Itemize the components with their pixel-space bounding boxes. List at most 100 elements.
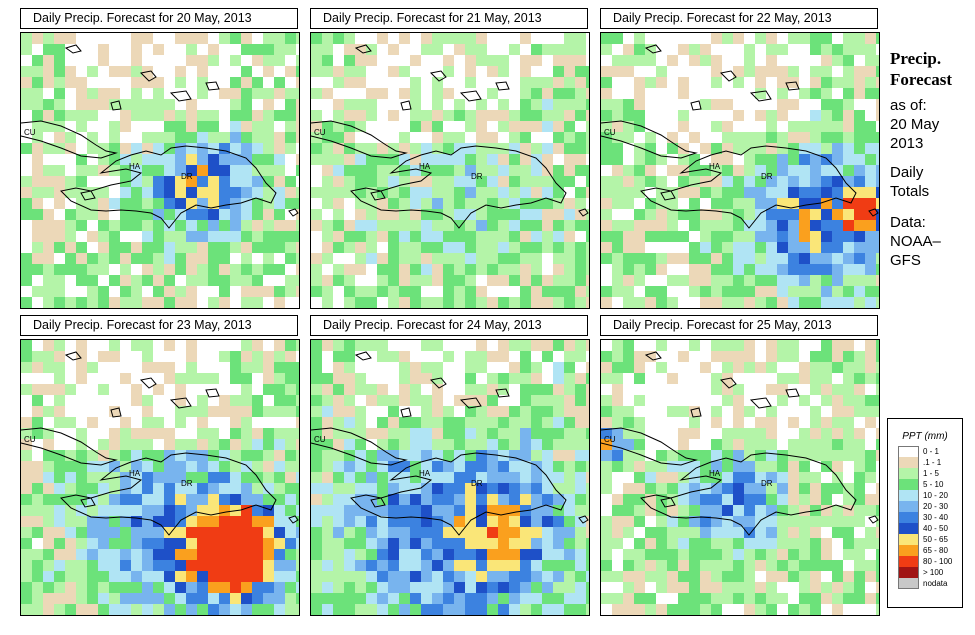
precip-cell: [388, 593, 399, 604]
precip-cell: [454, 209, 465, 220]
precip-cell: [65, 99, 76, 110]
precip-cell: [252, 66, 263, 77]
panel-title: Daily Precip. Forecast for 20 May, 2013: [20, 8, 298, 29]
precip-cell: [722, 253, 733, 264]
precip-cell: [263, 110, 274, 121]
precip-cell: [667, 406, 678, 417]
precip-cell: [766, 77, 777, 88]
precip-cell: [634, 220, 645, 231]
precip-cell: [366, 406, 377, 417]
precip-cell: [43, 88, 54, 99]
precip-cell: [197, 187, 208, 198]
precip-cell: [843, 549, 854, 560]
precip-cell: [612, 406, 623, 417]
precip-cell: [799, 66, 810, 77]
forecast-panel-1: Daily Precip. Forecast for 20 May, 2013 …: [20, 8, 300, 309]
precip-cell: [76, 143, 87, 154]
precip-cell: [296, 450, 299, 461]
precip-cell: [575, 264, 586, 275]
precip-cell: [197, 406, 208, 417]
precip-cell: [54, 187, 65, 198]
precip-cell: [876, 88, 879, 99]
precip-cell: [876, 483, 879, 494]
precip-cell: [623, 527, 634, 538]
precip-cell: [645, 154, 656, 165]
precip-cell: [186, 582, 197, 593]
precip-cell: [208, 450, 219, 461]
precip-cell: [131, 439, 142, 450]
precip-cell: [263, 55, 274, 66]
precip-cell: [553, 549, 564, 560]
precip-cell: [601, 33, 612, 44]
precip-cell: [344, 242, 355, 253]
precip-cell: [777, 428, 788, 439]
precip-cell: [333, 77, 344, 88]
legend-item: 50 - 65: [888, 534, 962, 545]
precip-cell: [32, 275, 43, 286]
precip-cell: [164, 604, 175, 615]
precip-cell: [810, 516, 821, 527]
precip-cell: [656, 242, 667, 253]
forecast-panel-2: Daily Precip. Forecast for 21 May, 2013 …: [310, 8, 590, 309]
precip-cell: [700, 560, 711, 571]
precip-cell: [689, 209, 700, 220]
precip-cell: [54, 55, 65, 66]
precip-cell: [520, 297, 531, 308]
precip-cell: [131, 209, 142, 220]
precip-cell: [542, 560, 553, 571]
precip-cell: [564, 88, 575, 99]
precip-cell: [355, 450, 366, 461]
precip-cell: [733, 527, 744, 538]
precip-cell: [612, 110, 623, 121]
country-label: DR: [471, 172, 483, 181]
precip-cell: [601, 527, 612, 538]
precip-cell: [465, 406, 476, 417]
precip-cell: [509, 143, 520, 154]
precip-cell: [634, 264, 645, 275]
precip-cell: [645, 538, 656, 549]
precip-cell: [285, 428, 296, 439]
precip-cell: [153, 538, 164, 549]
precip-cell: [153, 176, 164, 187]
precip-cell: [311, 527, 322, 538]
precip-cell: [197, 176, 208, 187]
precip-cell: [601, 44, 612, 55]
precip-cell: [832, 384, 843, 395]
precip-cell: [164, 209, 175, 220]
precip-cell: [54, 231, 65, 242]
precip-cell: [186, 538, 197, 549]
precip-cell: [553, 231, 564, 242]
precip-cell: [76, 121, 87, 132]
precip-cell: [377, 66, 388, 77]
precip-cell: [465, 428, 476, 439]
precip-cell: [197, 461, 208, 472]
precip-cell: [821, 450, 832, 461]
precip-cell: [832, 450, 843, 461]
precip-cell: [865, 604, 876, 615]
precip-cell: [443, 242, 454, 253]
precip-cell: [531, 384, 542, 395]
precip-cell: [197, 154, 208, 165]
precip-cell: [645, 231, 656, 242]
precip-cell: [54, 154, 65, 165]
precip-cell: [322, 154, 333, 165]
precip-cell: [810, 494, 821, 505]
legend-item: 20 - 30: [888, 501, 962, 512]
precip-cell: [876, 231, 879, 242]
precip-cell: [208, 571, 219, 582]
precip-cell: [43, 560, 54, 571]
precip-cell: [509, 483, 520, 494]
precip-cell: [788, 66, 799, 77]
precip-cell: [755, 110, 766, 121]
precip-cell: [164, 154, 175, 165]
precip-cell: [421, 220, 432, 231]
precip-cell: [821, 494, 832, 505]
precip-cell: [366, 121, 377, 132]
precip-cell: [799, 44, 810, 55]
precip-cell: [509, 88, 520, 99]
precip-cell: [810, 77, 821, 88]
precip-cell: [722, 176, 733, 187]
precip-cell: [322, 593, 333, 604]
precip-cell: [432, 231, 443, 242]
precip-cell: [142, 549, 153, 560]
